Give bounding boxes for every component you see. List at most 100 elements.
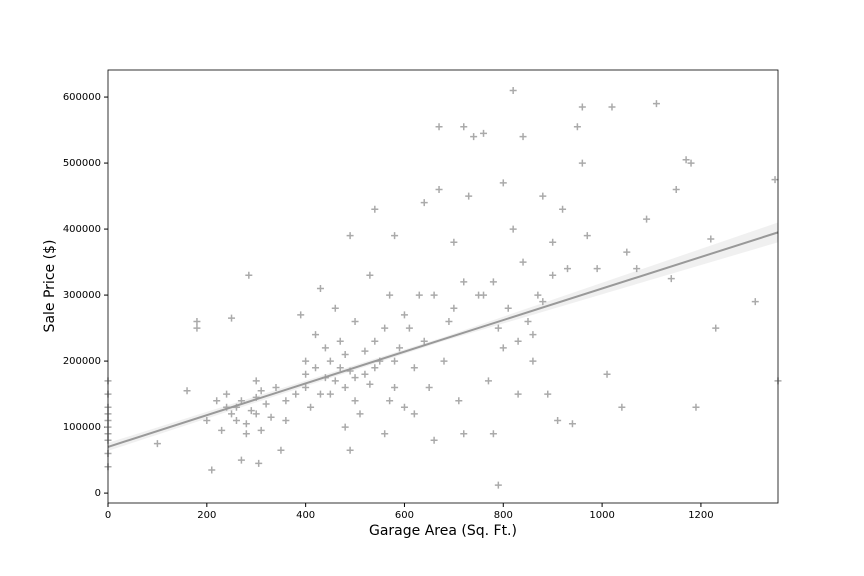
point [346,446,354,454]
point [366,380,374,388]
point [480,291,488,299]
point [623,248,631,256]
point [420,199,428,207]
point [771,176,779,184]
point [549,271,557,279]
point [391,232,399,240]
point [672,185,680,193]
point [223,390,231,398]
y-tick-label: 100000 [63,422,101,433]
point [509,86,517,94]
confidence-band [108,222,778,451]
x-axis-label: Garage Area (Sq. Ft.) [369,523,517,539]
point [312,364,320,372]
point [405,324,413,332]
point [652,100,660,108]
x-tick-label: 1200 [688,510,713,521]
point [245,271,253,279]
point [193,317,201,325]
point [336,337,344,345]
point [415,291,423,299]
point [208,466,216,474]
regression-line [107,231,779,448]
point [682,156,690,164]
point [282,397,290,405]
point [554,416,562,424]
point [247,407,255,415]
point [255,459,263,467]
point [153,440,161,448]
point [460,123,468,131]
point [504,304,512,312]
point [326,357,334,365]
point [410,410,418,418]
point [524,317,532,325]
point [316,390,324,398]
point [529,357,537,365]
point [410,364,418,372]
y-tick-label: 200000 [63,356,101,367]
point [292,390,300,398]
point [751,298,759,306]
x-tick-label: 600 [395,510,414,521]
point [302,370,310,378]
point [386,291,394,299]
point [514,337,522,345]
point [193,324,201,332]
x-tick-label: 200 [197,510,216,521]
point [534,291,542,299]
point [232,416,240,424]
point [351,374,359,382]
point [302,383,310,391]
point [608,103,616,111]
point [228,314,236,322]
point [564,265,572,273]
point [643,215,651,223]
x-tick-label: 0 [105,510,111,521]
point [272,383,280,391]
point [351,397,359,405]
point [539,298,547,306]
point [573,123,581,131]
point [430,291,438,299]
point [326,390,334,398]
point [484,377,492,385]
point [257,387,265,395]
point [282,416,290,424]
point [450,304,458,312]
point [361,347,369,355]
point [549,238,557,246]
point [455,397,463,405]
point [519,258,527,266]
point [331,377,339,385]
point [277,446,285,454]
point [400,403,408,411]
point [267,413,275,421]
point [480,129,488,137]
point [489,430,497,438]
point [583,232,591,240]
point [213,397,221,405]
point [519,133,527,141]
point [228,410,236,418]
point [450,238,458,246]
point [514,390,522,398]
point [381,324,389,332]
plot-frame [107,69,779,504]
point [667,275,675,283]
point [341,423,349,431]
point [391,357,399,365]
point [321,344,329,352]
point [218,426,226,434]
point [316,284,324,292]
point [183,387,191,395]
point [297,311,305,319]
point [578,159,586,167]
point [371,205,379,213]
x-tick-label: 800 [494,510,513,521]
point [366,271,374,279]
point [336,364,344,372]
point [371,364,379,372]
point [425,383,433,391]
point [494,481,502,489]
